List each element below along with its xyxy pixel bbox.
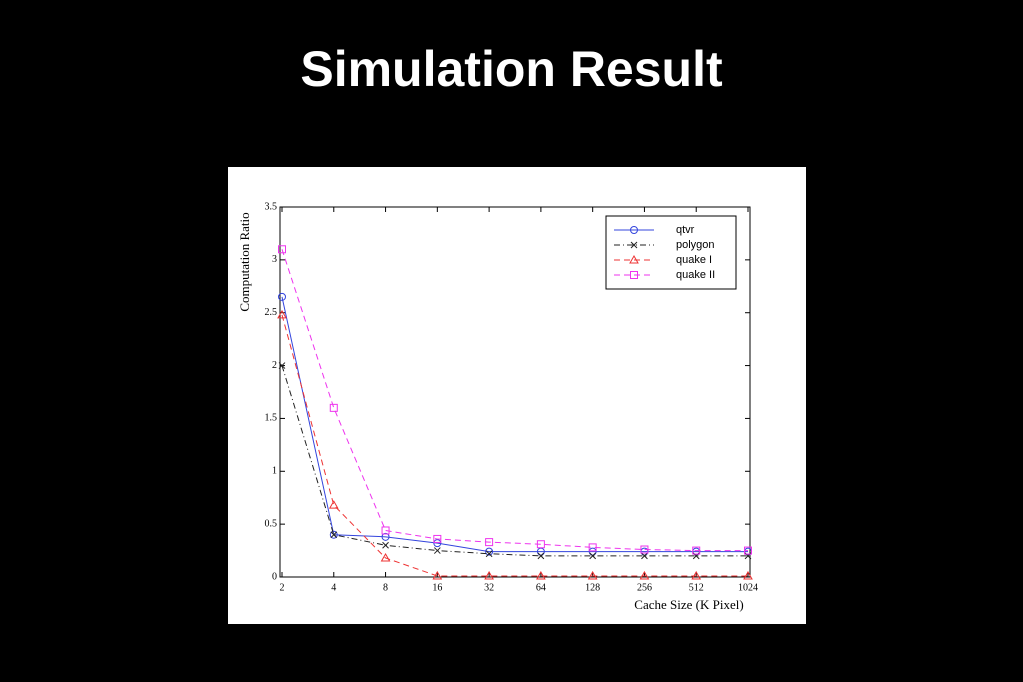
y-tick-label: 0.5: [265, 518, 278, 529]
legend-box: [605, 215, 737, 290]
legend-label: polygon: [676, 239, 715, 251]
point: [587, 570, 598, 580]
point: [588, 543, 597, 552]
point: [328, 500, 339, 509]
x-tick-label: 128: [585, 582, 600, 593]
x-tick-label: 64: [536, 582, 546, 593]
y-tick-label: 2: [272, 360, 277, 371]
point: [329, 403, 338, 412]
legend-marker: [630, 271, 638, 279]
point: [485, 538, 494, 547]
legend-marker: [630, 241, 638, 249]
x-tick-label: 1024: [738, 582, 758, 593]
y-tick-label: 0: [272, 571, 277, 582]
point: [691, 570, 702, 580]
legend: qtvr polygon quake I quake II: [605, 215, 737, 290]
legend-marker: [629, 254, 639, 264]
point: [743, 570, 753, 580]
series-line: [281, 249, 748, 552]
x-tick-label: 512: [689, 582, 704, 593]
plot-frame: [279, 206, 751, 578]
y-tick-label: 2.5: [265, 307, 278, 318]
slide-title: Simulation Result: [300, 41, 723, 97]
y-tick-label: 1: [272, 466, 277, 477]
point: [381, 526, 390, 535]
point: [278, 362, 286, 369]
point: [485, 547, 494, 556]
point: [433, 547, 441, 554]
point: [537, 552, 545, 560]
y-tick-label: 3.5: [265, 201, 278, 212]
point: [433, 534, 442, 543]
point: [692, 546, 701, 555]
x-tick-label: 4: [331, 582, 336, 593]
point: [433, 539, 442, 548]
x-tick-label: 32: [484, 582, 494, 593]
legend-marker: [630, 226, 638, 234]
legend-label: quake I: [676, 254, 712, 266]
point: [381, 532, 390, 541]
point: [589, 552, 597, 560]
point: [380, 552, 391, 562]
point: [536, 570, 546, 580]
x-axis-label: Cache Size (K Pixel): [634, 597, 743, 612]
point: [640, 545, 649, 554]
series-line: [281, 314, 748, 577]
point: [639, 570, 650, 580]
y-axis-label: Computation Ratio: [237, 212, 252, 311]
point: [484, 570, 494, 580]
point: [536, 540, 545, 549]
x-tick-label: 2: [280, 582, 285, 593]
legend-label: qtvr: [676, 224, 695, 236]
x-tick-label: 256: [637, 582, 652, 593]
point: [277, 309, 287, 319]
series-line: [281, 296, 748, 553]
point: [432, 570, 443, 580]
point: [485, 550, 493, 558]
y-tick-label: 1.5: [265, 413, 278, 424]
point: [382, 541, 389, 549]
point: [641, 552, 648, 560]
point: [330, 531, 338, 539]
x-tick-label: 8: [383, 582, 388, 593]
legend-label: quake II: [676, 269, 715, 281]
x-tick-label: 16: [432, 582, 442, 593]
y-tick-label: 3: [272, 254, 277, 265]
point: [744, 546, 752, 555]
point: [588, 547, 597, 556]
point: [278, 245, 286, 254]
point: [329, 530, 338, 539]
point: [278, 292, 286, 301]
